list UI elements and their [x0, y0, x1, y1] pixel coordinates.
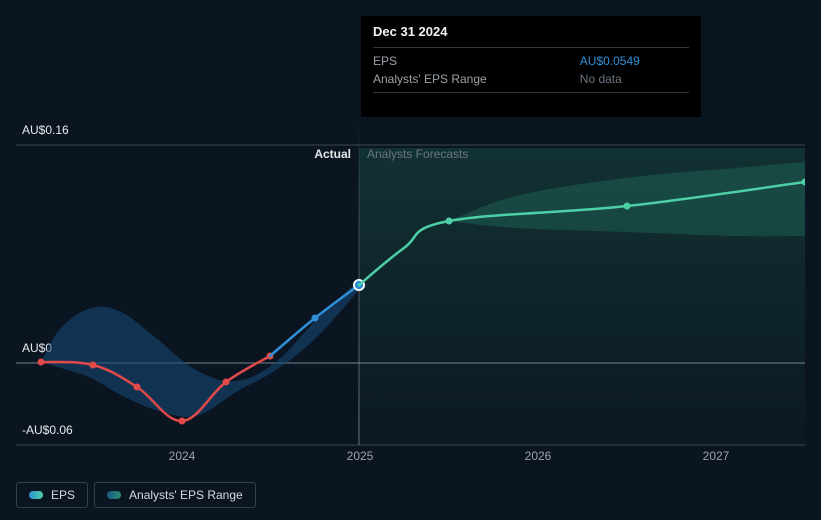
actual-label: Actual: [314, 147, 351, 161]
x-axis-label: 2025: [347, 449, 374, 463]
legend-label: EPS: [51, 488, 75, 502]
chart-legend: EPS Analysts' EPS Range: [16, 482, 256, 508]
y-axis-label: -AU$0.06: [22, 423, 73, 437]
x-axis-label: 2024: [169, 449, 196, 463]
legend-item-eps[interactable]: EPS: [16, 482, 88, 508]
y-axis-label: AU$0.16: [22, 123, 69, 137]
legend-swatch-icon: [107, 491, 121, 499]
x-axis-label: 2026: [525, 449, 552, 463]
eps-actual-negative-marker: [38, 359, 45, 366]
tooltip-row-value: AU$0.0549: [580, 52, 689, 70]
eps-actual-positive-marker: [312, 315, 319, 322]
eps-actual-negative-marker: [223, 379, 230, 386]
eps-actual-negative-marker: [90, 362, 97, 369]
x-axis-label: 2027: [703, 449, 730, 463]
tooltip-date: Dec 31 2024: [373, 24, 689, 43]
eps-forecast-marker: [624, 203, 631, 210]
legend-item-analysts-range[interactable]: Analysts' EPS Range: [94, 482, 256, 508]
tooltip-row-value: No data: [580, 70, 689, 88]
legend-label: Analysts' EPS Range: [129, 488, 243, 502]
chart-tooltip: Dec 31 2024 EPS AU$0.0549 Analysts' EPS …: [361, 16, 701, 117]
eps-forecast-marker: [446, 218, 453, 225]
eps-actual-negative-marker: [134, 384, 141, 391]
analysts-range-past-area: [41, 280, 359, 417]
tooltip-row-label: Analysts' EPS Range: [373, 70, 580, 88]
tooltip-table: EPS AU$0.0549 Analysts' EPS Range No dat…: [373, 52, 689, 88]
tooltip-row-label: EPS: [373, 52, 580, 70]
forecast-label: Analysts Forecasts: [367, 147, 468, 161]
eps-actual-negative-marker: [179, 418, 186, 425]
legend-swatch-icon: [29, 491, 43, 499]
